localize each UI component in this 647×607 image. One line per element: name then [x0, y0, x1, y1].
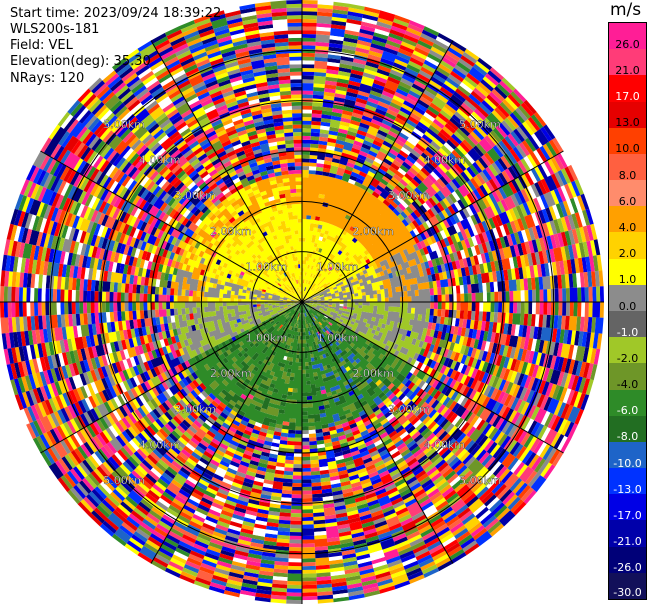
azimuth-spoke	[301, 301, 564, 454]
azimuth-spoke	[301, 40, 454, 303]
range-ring-label: 2.00km	[352, 225, 394, 238]
colorbar-tick-label: -30.0	[613, 586, 642, 599]
colorbar: 26.0 21.0 17.0 13.0 10.0 8.0 6.0 4.0 2.0 1.0 0.0 -1…	[608, 22, 647, 600]
colorbar-tick-label: -17.0	[613, 508, 642, 522]
colorbar-cell	[609, 441, 646, 469]
azimuth-spoke	[150, 301, 303, 564]
colorbar-cell	[609, 572, 646, 600]
range-ring-label: 3.00km	[388, 189, 430, 202]
colorbar-cell	[609, 284, 646, 312]
colorbar-cell	[609, 206, 646, 233]
range-ring-label: 4.00km	[424, 154, 466, 167]
colorbar-cell	[609, 75, 646, 103]
azimuth-spoke	[301, 150, 564, 303]
colorbar-tick-label: 13.0	[615, 116, 640, 130]
colorbar-unit-label: m/s	[610, 0, 642, 20]
range-ring-label: 3.00km	[388, 403, 430, 416]
nrays-label: NRays: 120	[10, 71, 85, 86]
colorbar-cell	[609, 389, 646, 417]
range-ring-label: 4.00km	[424, 438, 466, 451]
range-ring-label: 5.00km	[459, 118, 501, 131]
velocity-gate-group	[27, 6, 596, 598]
colorbar-tick-label: -13.0	[613, 482, 642, 496]
colorbar-cell	[609, 468, 646, 495]
range-ring-label: 3.00km	[174, 189, 216, 202]
velocity-gate-group	[5, 3, 604, 601]
ppi-plot: 1.00km 1.00km 1.00km 1.00km 2.00km 2.00km 2.00…	[0, 0, 605, 605]
colorbar-cell	[609, 23, 646, 50]
colorbar-tick-label: 17.0	[615, 90, 640, 104]
azimuth-spoke	[301, 301, 454, 564]
range-ring-label: 5.00km	[459, 474, 501, 487]
velocity-gate-group	[7, 7, 600, 605]
azimuth-spoke	[40, 301, 303, 454]
colorbar-tick-label: 1.0	[618, 273, 637, 287]
field-label: Field: VEL	[10, 38, 73, 53]
colorbar-tick-label: 2.0	[618, 247, 637, 261]
range-ring-label: 3.00km	[174, 403, 216, 416]
range-ring-label: 5.00km	[103, 118, 145, 131]
range-ring-label: 1.00km	[246, 260, 288, 273]
range-ring-label: 1.00km	[246, 332, 288, 345]
colorbar-cell	[609, 153, 646, 181]
range-ring-label: 4.00km	[139, 154, 181, 167]
range-ring-label: 4.00km	[139, 438, 181, 451]
colorbar-cell	[609, 546, 646, 574]
elevation-label: Elevation(deg): 35.30	[10, 54, 151, 69]
colorbar-cell	[609, 180, 646, 207]
colorbar-tick-label: 10.0	[615, 142, 640, 156]
colorbar-tick-label: 4.0	[618, 220, 637, 234]
colorbar-tick-label: 26.0	[615, 37, 640, 51]
range-ring-label: 2.00km	[210, 367, 252, 380]
instrument-label: WLS200s-181	[10, 22, 100, 37]
colorbar-tick-label: -6.0	[616, 404, 639, 418]
colorbar-cell	[609, 494, 646, 521]
colorbar-tick-label: -21.0	[613, 535, 642, 549]
colorbar-cell	[609, 363, 646, 391]
range-ring-label: 1.00km	[317, 260, 359, 273]
range-ring-labels: 1.00km 1.00km 1.00km 1.00km 2.00km 2.00km 2.00…	[103, 118, 501, 487]
colorbar-cell	[609, 337, 646, 364]
azimuth-spoke	[150, 40, 303, 303]
colorbar-cell	[609, 127, 646, 155]
colorbar-tick-label: -8.0	[616, 430, 639, 444]
colorbar-cell	[609, 49, 646, 76]
colorbar-tick-label: -4.0	[616, 378, 639, 392]
colorbar-cell	[609, 520, 646, 548]
colorbar-tick-label: -10.0	[613, 456, 642, 470]
start-time-label: Start time: 2023/09/24 18:39:22	[10, 6, 222, 21]
azimuth-spoke	[40, 150, 303, 303]
colorbar-tick-label: -1.0	[616, 325, 639, 339]
colorbar-cell	[609, 415, 646, 443]
colorbar-tick-label: 0.0	[618, 299, 637, 313]
colorbar-tick-label: -26.0	[613, 561, 642, 575]
colorbar-cell	[609, 258, 646, 286]
velocity-gate-group	[8, 16, 597, 604]
colorbar-cell	[609, 101, 646, 129]
velocity-gates	[0, 0, 605, 605]
azimuth-spokes	[0, 0, 604, 604]
colorbar-tick-label: 21.0	[615, 63, 640, 77]
colorbar-tick-label: 6.0	[618, 194, 637, 208]
range-ring-label: 1.00km	[317, 332, 359, 345]
velocity-gate-group	[10, 7, 601, 595]
range-ring-label: 2.00km	[352, 367, 394, 380]
velocity-gate-group	[1, 0, 592, 603]
colorbar-tick-label: -2.0	[616, 351, 639, 365]
colorbar-cell	[609, 232, 646, 260]
colorbar-tick-label: 8.0	[618, 168, 637, 182]
range-ring-label: 5.00km	[103, 474, 145, 487]
velocity-gate-group	[3, 0, 599, 598]
range-ring-label: 2.00km	[210, 225, 252, 238]
colorbar-cell	[609, 311, 646, 338]
